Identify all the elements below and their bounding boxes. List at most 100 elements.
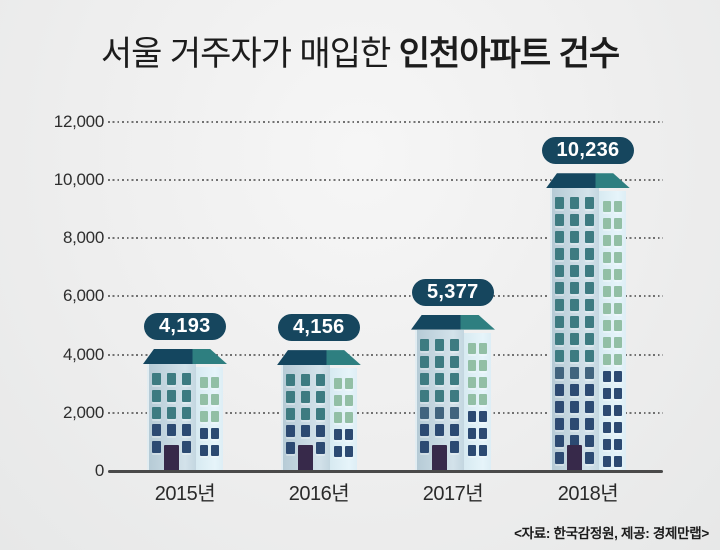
window <box>316 408 325 421</box>
window <box>603 252 611 264</box>
window <box>555 214 564 227</box>
window <box>570 333 579 346</box>
window <box>585 452 594 465</box>
window <box>570 435 579 448</box>
window <box>555 418 564 431</box>
window <box>301 374 310 387</box>
window <box>167 390 176 403</box>
window-grid-right <box>200 377 219 457</box>
window <box>614 320 622 332</box>
y-axis-label-6000: 6,000 <box>62 286 104 306</box>
window <box>182 373 191 386</box>
window <box>167 407 176 420</box>
window <box>200 377 208 389</box>
window <box>301 408 310 421</box>
window <box>450 406 459 419</box>
y-axis-label-2000: 2,000 <box>62 402 104 422</box>
window <box>450 372 459 385</box>
window <box>585 333 594 346</box>
y-axis-label-12000: 12,000 <box>53 111 105 131</box>
gridline-2000 <box>108 411 663 414</box>
window <box>570 248 579 261</box>
window <box>585 231 594 244</box>
building-door <box>298 444 313 471</box>
window <box>614 405 622 417</box>
window <box>316 374 325 387</box>
window <box>286 391 295 404</box>
window <box>614 439 622 451</box>
window <box>614 422 622 434</box>
window <box>334 395 342 407</box>
window <box>614 354 622 366</box>
window <box>555 316 564 329</box>
window-grid-left <box>555 197 594 465</box>
window <box>603 456 611 468</box>
window <box>479 427 487 439</box>
window <box>555 282 564 295</box>
window <box>614 303 622 315</box>
window <box>167 373 176 386</box>
window-grid-left <box>420 338 459 453</box>
x-axis-label-2016년: 2016년 <box>288 483 350 505</box>
value-label-pill: 10,236 <box>541 137 635 165</box>
window <box>570 299 579 312</box>
window <box>316 391 325 404</box>
window <box>603 337 611 349</box>
window <box>603 439 611 451</box>
y-axis-label-4000: 4,000 <box>62 344 104 364</box>
window <box>345 412 353 424</box>
window <box>585 418 594 431</box>
window <box>450 423 459 436</box>
window <box>345 446 353 458</box>
window <box>585 401 594 414</box>
window <box>316 425 325 438</box>
building-tower-left <box>550 188 599 471</box>
window <box>345 429 353 441</box>
window <box>152 441 161 454</box>
window <box>614 456 622 468</box>
window <box>479 376 487 388</box>
window <box>603 286 611 298</box>
window <box>555 299 564 312</box>
window <box>603 218 611 230</box>
window <box>585 282 594 295</box>
window <box>585 265 594 278</box>
y-axis-label-8000: 8,000 <box>62 228 104 248</box>
window <box>182 407 191 420</box>
window <box>585 248 594 261</box>
window <box>570 282 579 295</box>
value-label-pill: 5,377 <box>412 278 494 306</box>
window <box>420 355 429 368</box>
value-label-pill: 4,193 <box>144 313 226 341</box>
window <box>152 424 161 437</box>
window <box>585 197 594 210</box>
window <box>585 350 594 363</box>
window <box>570 265 579 278</box>
window <box>570 197 579 210</box>
window <box>450 355 459 368</box>
window-grid-right <box>603 201 622 468</box>
window <box>555 401 564 414</box>
building-roof <box>277 350 361 366</box>
window <box>555 350 564 363</box>
window-grid-right <box>334 378 353 458</box>
window <box>345 395 353 407</box>
window <box>570 214 579 227</box>
window <box>301 425 310 438</box>
window <box>555 367 564 380</box>
x-axis-label-2015년: 2015년 <box>154 483 216 505</box>
window <box>555 333 564 346</box>
window <box>585 384 594 397</box>
building-tower-right <box>599 191 626 471</box>
window <box>420 372 429 385</box>
window <box>603 320 611 332</box>
window-grid-left <box>286 374 325 455</box>
window <box>603 354 611 366</box>
window <box>479 393 487 405</box>
building-tower-left <box>281 365 330 471</box>
window <box>614 235 622 247</box>
building-bar-2016년 <box>277 350 361 471</box>
window <box>200 411 208 423</box>
window <box>555 265 564 278</box>
window <box>420 338 429 351</box>
